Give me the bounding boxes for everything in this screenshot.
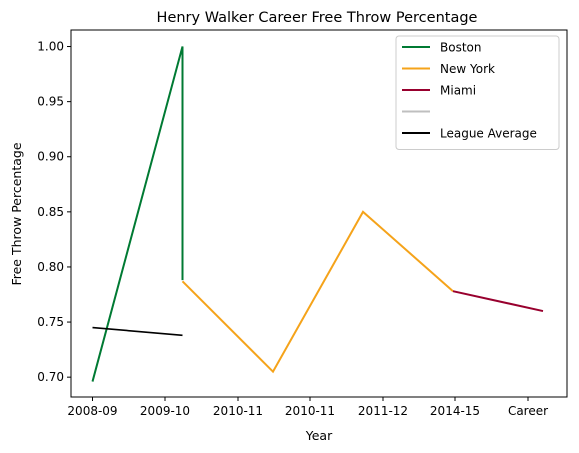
x-tick-label: 2008-09 — [67, 404, 117, 418]
x-tick-label: Career — [508, 404, 548, 418]
plot-frame — [70, 29, 568, 398]
x-tick-label: 2011-12 — [358, 404, 408, 418]
x-tick-label: 2010-11 — [213, 404, 263, 418]
x-tick-label: 2010-11 — [285, 404, 335, 418]
x-axis: 2008-09 2009-10 2010-11 2010-11 2011-12 2014-… — [67, 397, 548, 418]
series-line-new-york — [181, 210, 454, 374]
chart-title: Henry Walker Career Free Throw Percentag… — [157, 10, 478, 26]
series-line-boston — [91, 46, 184, 382]
y-axis: 0.70 0.75 0.80 0.85 0.90 0.95 1.00 — [37, 40, 71, 384]
legend-label: Miami — [440, 84, 476, 98]
y-tick-label: 0.70 — [37, 370, 64, 384]
series-line-league-average — [92, 326, 183, 337]
legend-label: League Average — [440, 127, 537, 141]
y-tick-label: 1.00 — [37, 40, 64, 54]
legend-box — [395, 35, 560, 150]
y-tick-label: 0.85 — [37, 205, 64, 219]
x-axis-label: Year — [305, 428, 333, 443]
y-tick-label: 0.75 — [37, 315, 64, 329]
series-layer — [91, 46, 544, 382]
legend-label: New York — [440, 62, 495, 76]
x-tick-label: 2014-15 — [430, 404, 480, 418]
y-axis-label: Free Throw Percentage — [9, 142, 24, 285]
y-tick-label: 0.90 — [37, 150, 64, 164]
y-tick-label: 0.80 — [37, 260, 64, 274]
legend-label: Boston — [440, 41, 481, 55]
series-line-miami — [452, 290, 544, 313]
y-tick-label: 0.95 — [37, 95, 64, 109]
x-tick-label: 2009-10 — [140, 404, 190, 418]
legend: Boston New York Miami League Average — [395, 35, 560, 150]
